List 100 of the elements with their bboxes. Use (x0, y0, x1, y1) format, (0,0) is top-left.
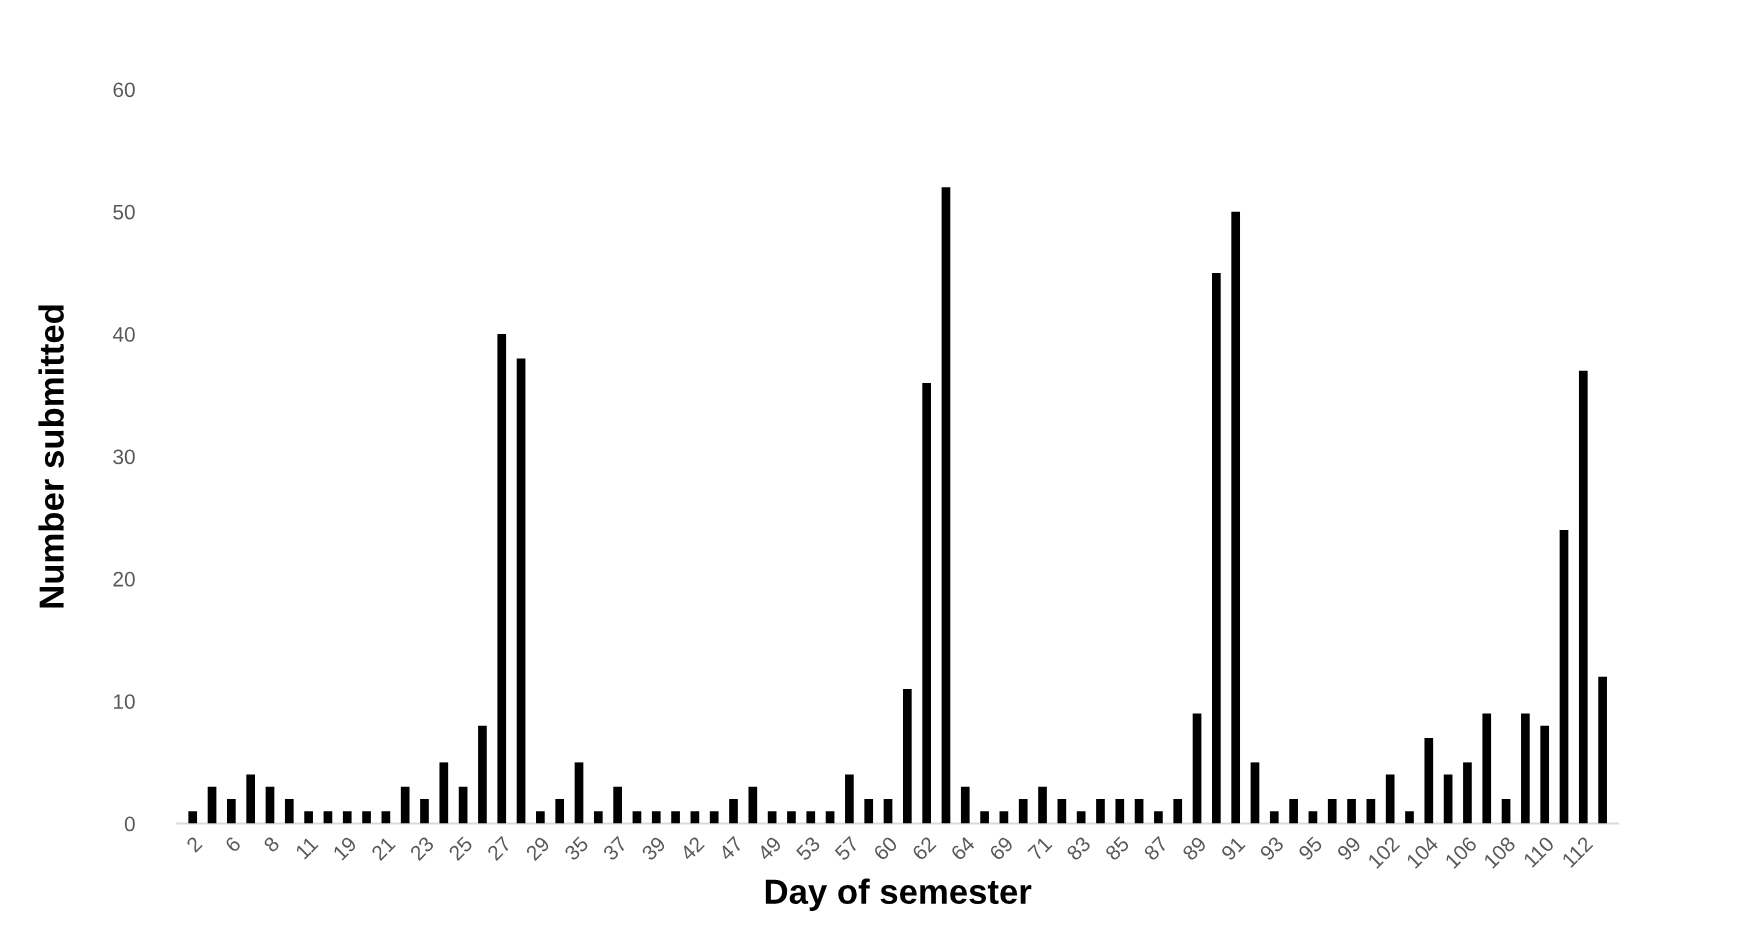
bar (651, 811, 661, 824)
bar (207, 786, 217, 824)
x-tick-label: 6 (224, 835, 242, 853)
bar (1289, 799, 1298, 824)
x-tick-label: 85 (1104, 835, 1130, 862)
bar (1076, 811, 1086, 824)
bar (787, 811, 796, 824)
bar (1096, 799, 1105, 824)
bar (1212, 272, 1221, 824)
x-tick-label: 29 (525, 835, 551, 862)
x-tick-label: 8 (262, 835, 281, 854)
x-tick-label: 93 (1258, 835, 1285, 862)
x-tick-label: 104 (1405, 835, 1440, 869)
bar (980, 811, 989, 824)
x-tick-label: 108 (1482, 835, 1517, 869)
x-tick-label: 69 (988, 835, 1015, 862)
bar (381, 811, 391, 824)
bar (1443, 774, 1453, 824)
x-tick-label: 39 (640, 835, 667, 862)
bar (1521, 713, 1530, 824)
bar (613, 786, 622, 824)
bar (227, 799, 236, 824)
x-tick-label: 23 (409, 835, 435, 862)
y-tick-label: 20 (113, 571, 135, 587)
bar (941, 187, 951, 824)
bar (1424, 737, 1434, 824)
bar (1385, 774, 1395, 824)
bar (497, 334, 507, 824)
bar (1038, 786, 1047, 824)
bar (1482, 713, 1492, 824)
bar (922, 383, 931, 824)
bar (1598, 676, 1607, 824)
x-tick-label: 87 (1143, 835, 1169, 862)
bar (1192, 713, 1202, 824)
bar (188, 811, 198, 824)
x-tick-label: 83 (1065, 835, 1092, 862)
bar (1501, 799, 1511, 824)
y-tick-label: 50 (113, 204, 135, 220)
bar (323, 811, 333, 824)
bar (1405, 811, 1414, 824)
bar (709, 811, 719, 824)
x-tick-label: 112 (1561, 835, 1594, 868)
x-tick-label: 35 (563, 835, 590, 862)
x-tick-label: 37 (602, 835, 628, 862)
bar (748, 786, 758, 824)
x-tick-label: 91 (1220, 835, 1246, 862)
bar (342, 811, 352, 824)
x-tick-label: 99 (1336, 835, 1362, 862)
bar (960, 786, 970, 824)
bar (284, 799, 294, 824)
bar (690, 811, 700, 824)
x-tick-label: 42 (679, 835, 705, 862)
bar (632, 811, 642, 824)
bar (825, 811, 835, 824)
bar (420, 799, 429, 824)
bar (1463, 762, 1472, 824)
bar (574, 762, 584, 824)
x-tick-label: 49 (756, 835, 783, 862)
bar (806, 811, 816, 824)
x-tick-label: 25 (447, 835, 474, 862)
bar (304, 811, 313, 824)
x-tick-label: 60 (872, 835, 899, 862)
x-tick-label: 71 (1027, 835, 1053, 861)
bar (1250, 762, 1260, 824)
y-tick-label: 60 (113, 82, 135, 98)
x-tick-label: 106 (1444, 835, 1478, 869)
bar (1366, 799, 1376, 824)
bar (458, 786, 468, 824)
bar (767, 811, 777, 824)
x-tick-label: 110 (1522, 835, 1555, 868)
bar (1578, 370, 1588, 824)
bar (1308, 811, 1318, 824)
x-axis-title: Day of semester (765, 878, 1032, 911)
bar (1327, 799, 1337, 824)
x-tick-label: 19 (332, 835, 358, 861)
bar (1269, 811, 1279, 824)
bar (883, 799, 893, 824)
x-tick-label: 64 (950, 835, 976, 862)
bar (1115, 799, 1125, 824)
y-tick-label: 0 (124, 816, 135, 832)
x-tick-label: 27 (486, 835, 512, 861)
bar (1154, 811, 1163, 824)
bar (478, 725, 487, 824)
x-tick-label: 53 (795, 835, 821, 862)
x-tick-label: 2 (185, 835, 203, 853)
bar (536, 811, 545, 824)
bar (362, 811, 371, 824)
bar (1559, 529, 1569, 824)
x-tick-label: 57 (834, 835, 860, 862)
bar (671, 811, 680, 824)
bar (265, 786, 275, 824)
bar (1347, 799, 1356, 824)
bar (593, 811, 603, 824)
bar (729, 799, 738, 824)
x-tick-label: 62 (911, 835, 937, 862)
y-tick-label: 30 (113, 449, 135, 465)
y-axis-title: Number submitted (38, 305, 64, 608)
bar (902, 688, 912, 824)
x-tick-label: 21 (370, 835, 396, 861)
y-tick-label: 40 (112, 327, 135, 342)
